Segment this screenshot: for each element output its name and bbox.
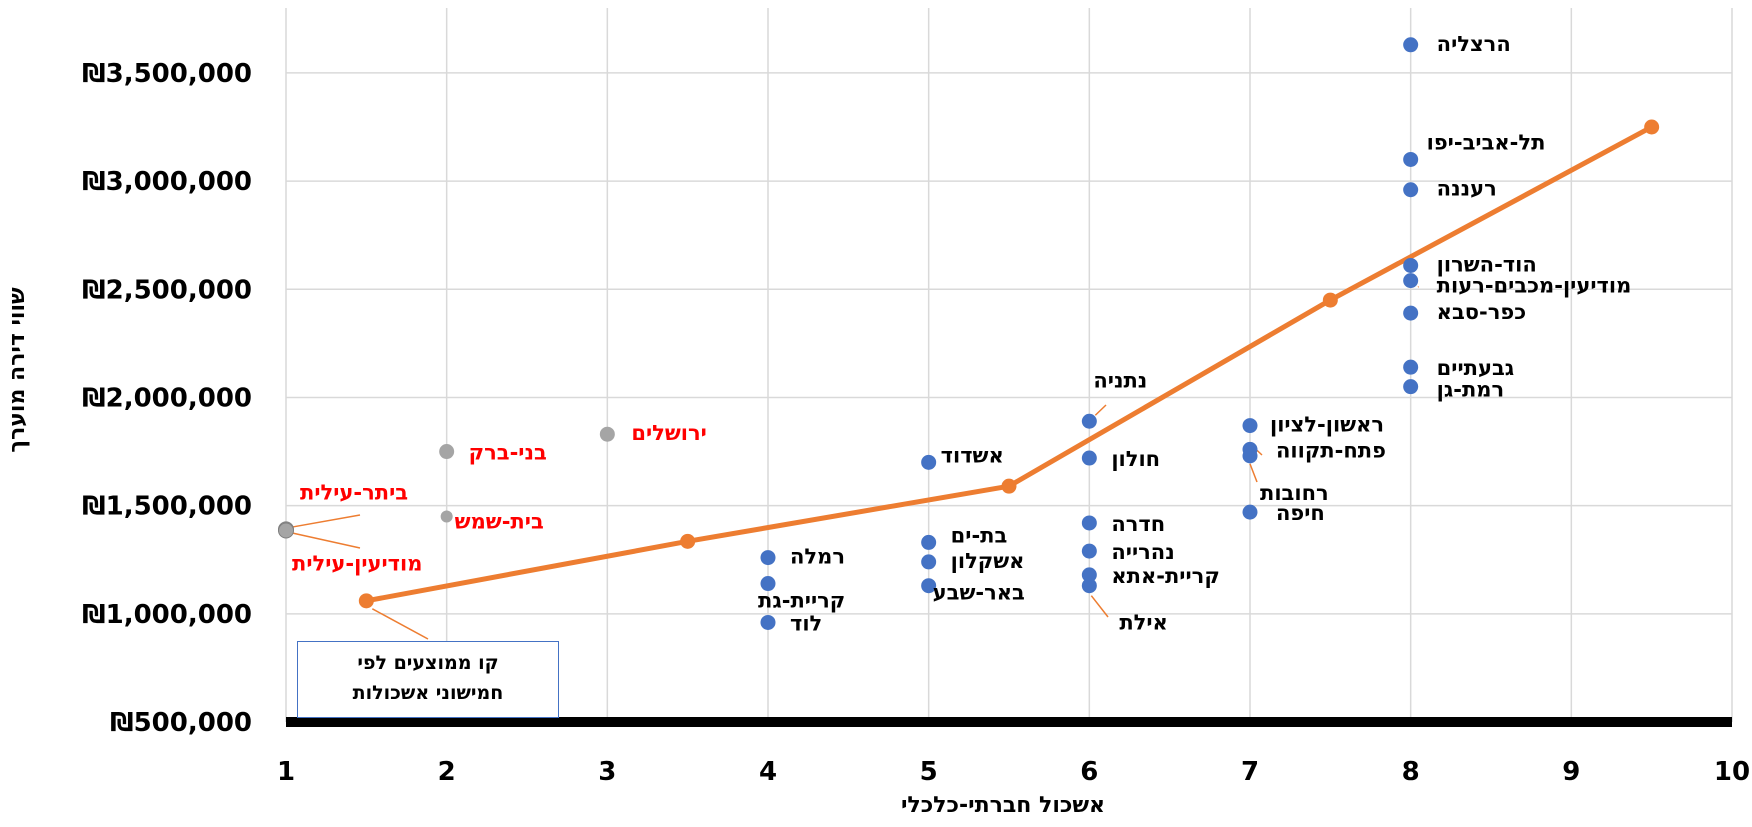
- data-label: באר-שבע: [933, 581, 1025, 605]
- data-label: תל-אביב-יפו: [1427, 130, 1546, 154]
- data-point: [1242, 504, 1258, 520]
- data-label: רעננה: [1437, 177, 1497, 201]
- data-label: ירושלים: [631, 421, 706, 445]
- y-tick-label: ₪1,500,000: [82, 492, 252, 522]
- data-point: [1242, 418, 1258, 434]
- leader-line: [371, 608, 429, 640]
- y-tick-label: ₪2,500,000: [82, 275, 252, 305]
- data-label: בני-ברק: [469, 441, 547, 465]
- trend-point: [1322, 292, 1338, 308]
- x-axis-title: אשכול חברתי-כלכלי: [901, 793, 1105, 818]
- data-point: [760, 576, 776, 592]
- data-label: ביתר-עילית: [300, 480, 408, 504]
- leader-line: [1090, 595, 1109, 618]
- data-label: חולון: [1111, 447, 1160, 471]
- leader-line: [289, 531, 361, 549]
- label-leader-lines: [289, 285, 1420, 640]
- data-point: [1403, 273, 1419, 289]
- x-tick-label: 8: [1402, 757, 1420, 787]
- data-label: מודיעין-מכבים-רעות: [1437, 274, 1632, 298]
- data-point: [1403, 379, 1419, 395]
- data-label: רחובות: [1260, 481, 1329, 505]
- data-point: [1081, 413, 1097, 429]
- data-point: [921, 534, 937, 550]
- data-label: קריית-אתא: [1111, 564, 1219, 588]
- data-point: [1403, 37, 1419, 53]
- data-label: אשדוד: [941, 443, 1004, 467]
- trend-point: [1644, 119, 1660, 135]
- data-point: [1403, 257, 1419, 273]
- data-label: אשקלון: [951, 549, 1025, 573]
- data-point: [599, 426, 615, 442]
- x-tick-label: 5: [920, 757, 938, 787]
- data-label: רמלה: [790, 545, 845, 569]
- data-label: כפר-סבא: [1437, 300, 1526, 324]
- annotation-line-1: קו ממוצעים לפי: [357, 652, 499, 674]
- data-label: חיפה: [1276, 501, 1325, 525]
- data-point: [278, 522, 294, 539]
- data-point: [439, 444, 455, 460]
- data-label: הוד-השרון: [1437, 252, 1537, 276]
- data-point: [1242, 448, 1258, 464]
- data-point: [1403, 151, 1419, 167]
- data-point: [1081, 578, 1097, 594]
- y-axis-title: שווי דירה מוערך: [5, 287, 30, 453]
- data-point: [1403, 359, 1419, 375]
- y-tick-label: ₪500,000: [110, 708, 252, 738]
- data-point: [921, 578, 937, 594]
- data-label: בית-שמש: [455, 509, 544, 533]
- x-tick-label: 4: [759, 757, 777, 787]
- average-trend-line: [358, 119, 1660, 609]
- x-tick-label: 1: [277, 757, 295, 787]
- leader-line: [1094, 404, 1107, 416]
- data-label: מודיעין-עילית: [292, 552, 422, 576]
- x-tick-label: 9: [1562, 757, 1580, 787]
- x-tick-label: 10: [1714, 757, 1750, 787]
- data-label: נתניה: [1093, 368, 1147, 392]
- gridlines: [285, 8, 1733, 727]
- data-point: [921, 454, 937, 470]
- data-label: פתח-תקווה: [1276, 438, 1386, 462]
- x-tick-label: 3: [598, 757, 616, 787]
- data-label: אילת: [1119, 611, 1168, 635]
- data-point: [1403, 305, 1419, 321]
- averages-line-annotation: קו ממוצעים לפי חמישוני אשכולות: [297, 641, 559, 718]
- data-point: [1081, 567, 1097, 583]
- data-label: הרצליה: [1437, 32, 1511, 56]
- data-label: חדרה: [1111, 512, 1165, 536]
- leader-line: [1249, 463, 1258, 483]
- data-label: לוד: [790, 611, 822, 635]
- leader-line: [289, 514, 361, 529]
- trend-point: [1001, 478, 1017, 494]
- x-axis-tick-labels: 1 2 3 4 5 6 7 8 9 10: [277, 757, 1750, 787]
- data-label: קריית-גת: [758, 589, 845, 613]
- trend-point: [358, 593, 374, 609]
- data-label: גבעתיים: [1437, 356, 1515, 380]
- data-point: [1403, 182, 1419, 198]
- y-axis-tick-labels: ₪3,500,000 ₪3,000,000 ₪2,500,000 ₪2,000,000…: [82, 59, 252, 738]
- data-point: [760, 550, 776, 566]
- data-point: [760, 614, 776, 630]
- y-tick-label: ₪3,000,000: [82, 167, 252, 197]
- data-point: [1081, 543, 1097, 559]
- y-tick-label: ₪2,000,000: [82, 383, 252, 413]
- data-label: ראשון-לציון: [1270, 413, 1384, 437]
- data-label: בת-ים: [951, 523, 1008, 547]
- data-label: רמת-גן: [1437, 378, 1505, 402]
- y-tick-label: ₪3,500,000: [82, 59, 252, 89]
- x-tick-label: 6: [1080, 757, 1098, 787]
- data-point: [921, 554, 937, 570]
- trend-point: [680, 533, 696, 549]
- point-labels: הרצליה תל-אביב-יפו רעננה הוד-השרוןמודיעין-מ…: [292, 32, 1631, 636]
- x-tick-label: 7: [1241, 757, 1259, 787]
- data-point: [1081, 515, 1097, 531]
- y-tick-label: ₪1,000,000: [82, 600, 252, 630]
- data-point: [440, 510, 453, 523]
- data-label: נהרייה: [1111, 540, 1174, 564]
- data-point: [1081, 450, 1097, 466]
- data-points: [278, 37, 1419, 630]
- annotation-line-2: חמישוני אשכולות: [352, 682, 504, 704]
- x-tick-label: 2: [438, 757, 456, 787]
